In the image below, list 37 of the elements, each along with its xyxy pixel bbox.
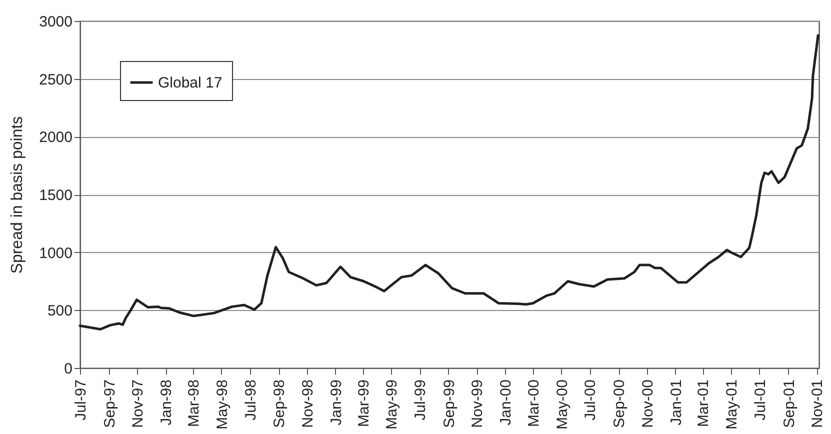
x-tick-label: Nov-00 xyxy=(639,380,656,428)
x-tick-label: May-01 xyxy=(724,380,741,430)
x-tick-label: Jan-99 xyxy=(328,380,345,426)
x-tick-label: Jul-99 xyxy=(412,380,430,420)
x-tick-label: Jan-01 xyxy=(668,380,685,426)
x-tick-label: Sep-98 xyxy=(271,380,288,428)
y-tick-label: 2000 xyxy=(39,129,72,146)
x-tick-label: May-99 xyxy=(384,380,401,430)
y-tick-label: 2500 xyxy=(39,71,72,88)
x-tick-label: Jul-00 xyxy=(582,380,600,420)
x-tick-label: May-98 xyxy=(214,380,231,430)
x-tick-label: Nov-98 xyxy=(299,380,316,428)
x-tick-label: Mar-98 xyxy=(186,380,203,428)
x-tick-label: Nov-99 xyxy=(469,380,486,428)
legend-label: Global 17 xyxy=(158,74,222,92)
y-axis-title: Spread in basis points xyxy=(9,116,26,274)
x-tick-label: Nov-97 xyxy=(130,380,147,428)
x-tick-label: Mar-01 xyxy=(695,380,712,428)
x-tick-label: Sep-99 xyxy=(440,380,458,428)
x-tick-label: Sep-01 xyxy=(780,380,798,428)
x-tick-label: Nov-01 xyxy=(809,380,826,428)
y-tick-label: 0 xyxy=(64,360,72,378)
x-tick-label: May-00 xyxy=(554,380,571,430)
x-tick-label: Sep-00 xyxy=(611,380,628,428)
x-tick-label: Jul-98 xyxy=(242,380,260,420)
x-tick-label: Mar-00 xyxy=(525,380,542,428)
line-series xyxy=(78,34,820,330)
x-tick-label: Jan-98 xyxy=(158,380,176,426)
x-tick-label: Jan-00 xyxy=(498,380,515,426)
x-tick-label: Jul-01 xyxy=(752,380,769,420)
y-tick-label: 3000 xyxy=(39,14,72,30)
y-tick-label: 1000 xyxy=(39,244,72,262)
y-tick-label: 500 xyxy=(47,302,72,320)
x-tick-label: Jul-97 xyxy=(72,380,90,420)
x-tick-label: Sep-97 xyxy=(101,380,118,428)
y-tick-label: 1500 xyxy=(39,187,72,204)
x-tick-label: Mar-99 xyxy=(355,380,372,428)
